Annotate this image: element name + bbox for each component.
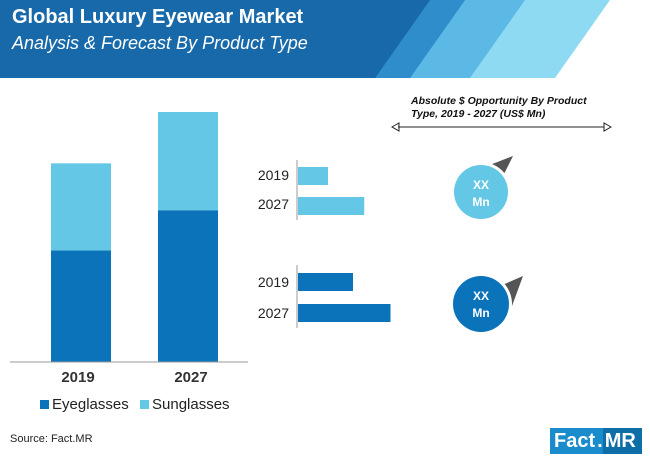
- opportunity-badge-sunglasses: XX Mn: [451, 156, 513, 222]
- legend-label-sunglasses: Sunglasses: [152, 396, 230, 413]
- stacked-bar-chart: 2019 2027: [10, 112, 248, 386]
- header-stripe-3: [470, 0, 610, 78]
- hbar-label-sunglasses-2027: 2027: [258, 196, 289, 212]
- opportunity-title: Absolute $ Opportunity By Product Type, …: [411, 95, 587, 120]
- badge-value-line2: Mn: [472, 195, 489, 209]
- hbar-chart-eyeglasses: 2019 2027: [258, 265, 391, 328]
- source-note: Source: Fact.MR: [10, 433, 93, 445]
- bar-sunglasses-2019: [51, 163, 111, 251]
- hbar-sunglasses-2019: [298, 167, 328, 185]
- legend-swatch-sunglasses: [140, 400, 149, 409]
- opportunity-divider: [390, 122, 613, 132]
- legend-label-eyeglasses: Eyeglasses: [52, 396, 129, 413]
- divider-arrow-left-icon: [390, 122, 400, 132]
- hbar-chart-sunglasses: 2019 2027: [258, 160, 365, 220]
- header-stripe-1: [375, 0, 465, 78]
- legend-item-sunglasses: Sunglasses: [140, 396, 230, 413]
- header-stripe-2: [410, 0, 530, 78]
- divider-arrow-right-icon: [603, 122, 613, 132]
- badge-value-line1: XX: [473, 178, 489, 192]
- page-subtitle: Analysis & Forecast By Product Type: [12, 33, 308, 53]
- bar-sunglasses-2027: [158, 112, 218, 211]
- logo-part2: MR: [602, 428, 642, 454]
- hbar-eyeglasses-2027: [298, 304, 391, 322]
- chart-canvas: 2019 2027 2019 2027 2019 2027 XX Mn XX: [10, 112, 613, 386]
- hbar-eyeglasses-2019: [298, 273, 353, 291]
- badge-circle: [453, 276, 509, 332]
- page-title: Global Luxury Eyewear Market: [12, 6, 304, 28]
- opportunity-badge-eyeglasses: XX Mn: [450, 273, 523, 335]
- logo-part1: Fact: [550, 428, 598, 454]
- hbar-label-eyeglasses-2019: 2019: [258, 274, 289, 290]
- factmr-logo: Fact . MR: [550, 428, 642, 454]
- hbar-label-sunglasses-2019: 2019: [258, 167, 289, 183]
- header-banner-fill: [0, 0, 430, 78]
- header-banner: [0, 0, 650, 78]
- bar-eyeglasses-2027: [158, 210, 218, 362]
- badge-value-line2: Mn: [472, 306, 489, 320]
- hbar-sunglasses-2027: [298, 197, 365, 215]
- badge-circle: [454, 165, 508, 219]
- legend-swatch-eyeglasses: [40, 400, 49, 409]
- x-tick-label-2019: 2019: [61, 369, 94, 386]
- x-tick-label-2027: 2027: [174, 369, 207, 386]
- legend-item-eyeglasses: Eyeglasses: [40, 396, 129, 413]
- bar-eyeglasses-2019: [51, 250, 111, 362]
- badge-value-line1: XX: [473, 289, 489, 303]
- hbar-label-eyeglasses-2027: 2027: [258, 305, 289, 321]
